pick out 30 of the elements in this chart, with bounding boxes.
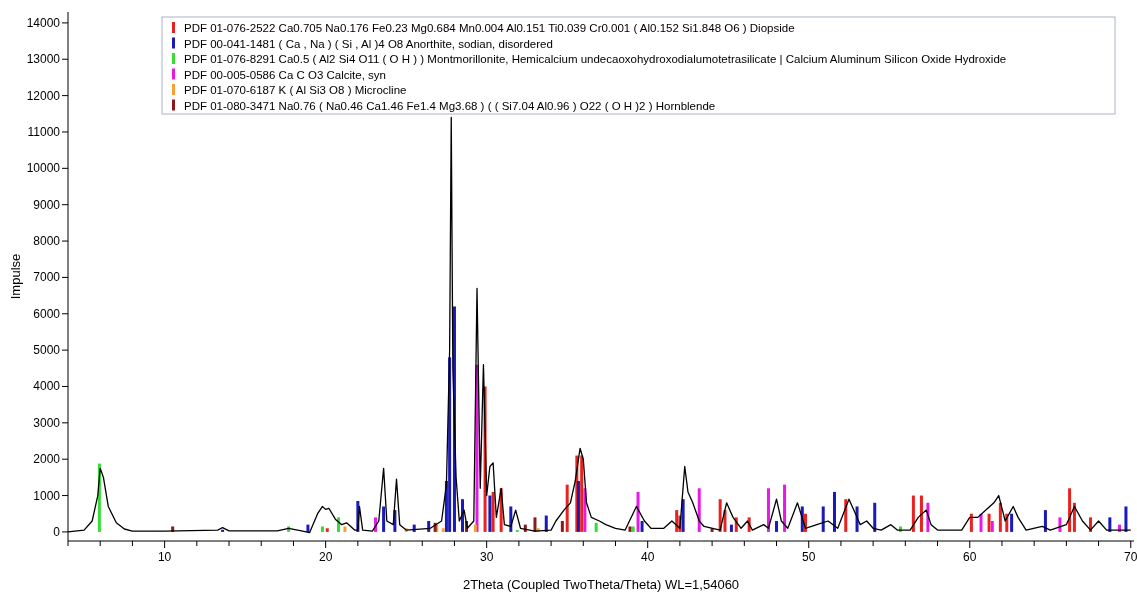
legend-label: PDF 01-070-6187 K ( Al Si3 O8 ) Microcline xyxy=(184,84,407,96)
y-tick-label: 13000 xyxy=(26,52,61,67)
legend-label: PDF 01-080-3471 Na0.76 ( Na0.46 Ca1.46 Fe1.4 Mg3.68 ) ( ( Si7.04 Al0.96 ) O22 ( O H )2 ) Hornblende xyxy=(184,99,716,112)
y-tick-label: 7000 xyxy=(33,270,61,285)
y-tick-label: 9000 xyxy=(33,197,61,212)
y-tick-label: 1000 xyxy=(33,488,61,503)
y-tick-label: 2000 xyxy=(33,452,61,467)
legend-label: PDF 00-005-0586 Ca C O3 Calcite, syn xyxy=(184,68,386,81)
y-tick-label: 5000 xyxy=(33,343,61,358)
y-tick-label: 8000 xyxy=(33,234,61,249)
y-tick-label: 3000 xyxy=(33,415,61,430)
x-tick-label: 30 xyxy=(479,550,494,564)
y-tick-label: 12000 xyxy=(26,88,61,103)
y-tick-label: 0 xyxy=(53,524,61,539)
legend-label: PDF 01-076-8291 Ca0.5 ( Al2 Si4 O11 ( O H ) ) Montmorillonite, Hemicalcium undecaoxohydroxodialumotetrasilicate | Calcium Aluminum Silicon Oxide Hydroxide xyxy=(184,53,1007,65)
x-axis-title: 2Theta (Coupled TwoTheta/Theta) WL=1,54060 xyxy=(462,577,740,592)
y-tick-label: 4000 xyxy=(33,379,61,394)
x-tick-label: 60 xyxy=(963,550,977,564)
y-tick-label: 14000 xyxy=(26,15,61,30)
x-tick-label: 40 xyxy=(641,550,655,564)
legend-label: PDF 01-076-2522 Ca0.705 Na0.176 Fe0.23 Mg0.684 Mn0.004 Al0.151 Ti0.039 Cr0.001 ( Al0.152 Si1.848 O6 ) Diopside xyxy=(184,22,795,34)
x-tick-label: 20 xyxy=(318,550,333,564)
x-tick-label: 50 xyxy=(802,550,816,564)
y-tick-label: 10000 xyxy=(26,161,61,176)
y-tick-label: 6000 xyxy=(33,306,61,321)
x-tick-label: 70 xyxy=(1124,550,1137,564)
y-axis-title: Impulse xyxy=(8,253,23,300)
legend-label: PDF 00-041-1481 ( Ca , Na ) ( Si , Al )4 O8 Anorthite, sodian, disordered xyxy=(184,37,553,50)
y-tick-label: 11000 xyxy=(27,124,61,139)
x-tick-label: 10 xyxy=(157,550,172,564)
